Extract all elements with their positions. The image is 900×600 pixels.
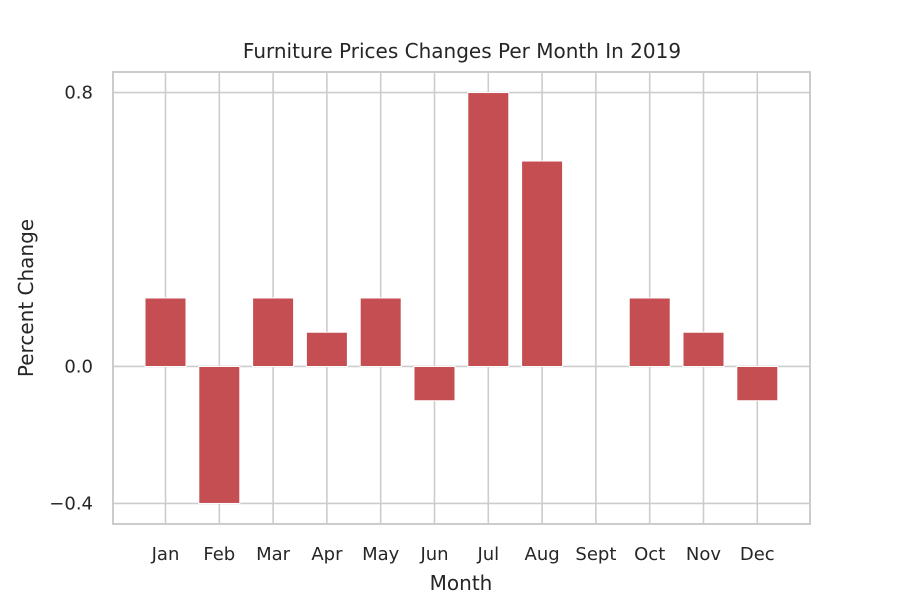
x-tick-label: Jul xyxy=(476,544,499,565)
bar-aug xyxy=(521,160,564,367)
bar-jun xyxy=(413,365,456,402)
bar-mar xyxy=(252,297,295,367)
y-tick-label: 0.0 xyxy=(64,356,93,377)
x-tick-label: May xyxy=(362,544,400,565)
x-tick-label: Dec xyxy=(740,544,775,565)
bar-may xyxy=(359,297,402,367)
bars xyxy=(144,92,779,504)
y-tick-label: −0.4 xyxy=(49,493,93,514)
bar-apr xyxy=(305,331,348,367)
x-tick-label: Feb xyxy=(203,544,235,565)
x-tick-label: Sept xyxy=(575,544,616,565)
x-tick-label: Mar xyxy=(256,544,291,565)
bar-jul xyxy=(467,92,510,367)
bar-oct xyxy=(628,297,671,367)
x-tick-label: Nov xyxy=(686,544,721,565)
x-axis-label: Month xyxy=(430,571,493,595)
x-tick-label: Jun xyxy=(419,544,448,565)
y-axis-label: Percent Change xyxy=(14,219,38,377)
chart-title: Furniture Prices Changes Per Month In 20… xyxy=(243,39,681,63)
x-tick-label: Aug xyxy=(525,544,560,565)
y-tick-label: 0.8 xyxy=(64,83,93,104)
x-tick-label: Oct xyxy=(634,544,665,565)
bar-jan xyxy=(144,297,187,367)
bar-dec xyxy=(736,365,779,402)
y-tick-labels: −0.4 0.0 0.8 xyxy=(49,83,93,515)
plot-frame xyxy=(112,71,811,525)
bar-feb xyxy=(198,365,241,504)
x-tick-labels: Jan Feb Mar Apr May Jun Jul Aug Sept Oct Nov Dec xyxy=(151,544,775,565)
bar-nov xyxy=(682,331,725,367)
x-tick-label: Apr xyxy=(311,544,343,565)
x-tick-label: Jan xyxy=(151,544,180,565)
